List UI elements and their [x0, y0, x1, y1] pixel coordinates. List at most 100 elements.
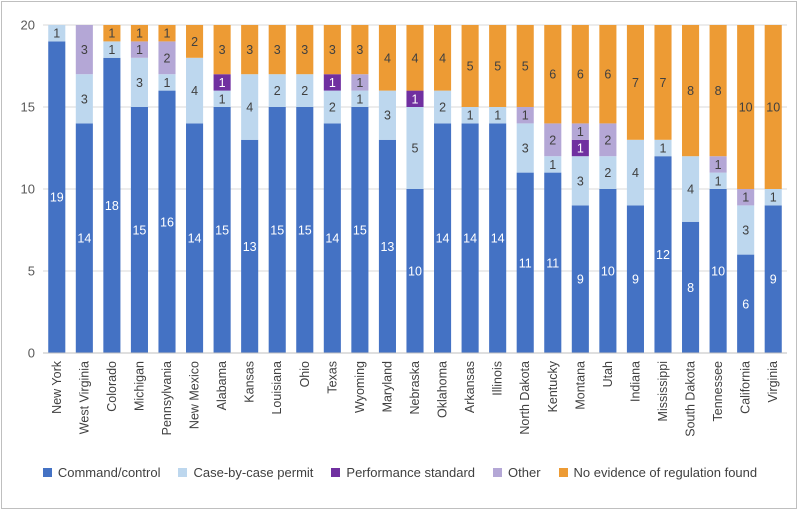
- data-label: 1: [715, 174, 722, 188]
- bar-segment: [489, 123, 507, 354]
- data-label: 3: [81, 92, 88, 106]
- bar-segment: [158, 25, 176, 42]
- x-tick-label: New Mexico: [188, 361, 202, 429]
- data-label: 4: [632, 166, 639, 180]
- legend-swatch: [331, 467, 341, 477]
- bar-segment: [544, 172, 562, 353]
- data-label: 1: [136, 27, 143, 41]
- data-label: 11: [519, 256, 532, 270]
- x-tick-label: Colorado: [105, 361, 119, 412]
- bar-segment: [378, 90, 396, 140]
- legend-swatch: [558, 467, 568, 477]
- legend-label: Performance standard: [346, 464, 476, 480]
- x-tick-label: West Virginia: [77, 361, 91, 434]
- data-label: 11: [546, 256, 559, 270]
- data-label: 3: [356, 43, 363, 57]
- x-tick-label: South Dakota: [684, 361, 698, 437]
- bar-segment: [186, 57, 204, 124]
- bar-segment: [461, 123, 479, 354]
- bar-segment: [406, 189, 424, 353]
- y-tick-label: 0: [28, 346, 35, 361]
- bar-segment: [130, 25, 148, 42]
- bar-segment: [103, 57, 121, 354]
- data-label: 1: [577, 125, 584, 139]
- bar-segment: [296, 25, 314, 75]
- bar-segment: [571, 139, 589, 157]
- legend-item-no-evidence: No evidence of regulation found: [558, 465, 757, 480]
- bar-segment: [268, 74, 286, 107]
- data-label: 15: [298, 224, 312, 238]
- x-tick-label: Indiana: [628, 361, 642, 402]
- data-label: 10: [739, 101, 753, 115]
- legend: Command/control Case-by-case permit Perf…: [0, 462, 800, 482]
- bar-segment: [323, 25, 341, 75]
- bar-segment: [351, 90, 369, 107]
- bar-segment: [626, 139, 644, 206]
- bar-segment: [268, 107, 286, 353]
- data-label: 3: [384, 109, 391, 123]
- bar-segment: [626, 25, 644, 140]
- bar-segment: [75, 123, 93, 354]
- data-label: 1: [660, 142, 667, 156]
- data-label: 3: [246, 43, 253, 57]
- data-label: 1: [356, 92, 363, 106]
- y-tick-label: 5: [28, 264, 35, 279]
- x-tick-label: New York: [50, 360, 64, 414]
- bar-segment: [544, 123, 562, 157]
- data-label: 2: [604, 133, 611, 147]
- bar-segment: [323, 74, 341, 91]
- data-label: 16: [160, 215, 174, 229]
- bar-segment: [599, 156, 617, 189]
- bar-segment: [323, 90, 341, 124]
- data-label: 8: [687, 281, 694, 295]
- x-tick-label: Kansas: [243, 361, 257, 403]
- data-label: 1: [219, 92, 226, 106]
- data-label: 6: [742, 297, 749, 311]
- x-tick-label: Maryland: [380, 361, 394, 412]
- bar-segment: [296, 74, 314, 107]
- x-tick-label: Michigan: [132, 361, 146, 411]
- data-label: 1: [715, 158, 722, 172]
- data-label: 1: [164, 27, 171, 41]
- y-tick-label: 15: [21, 100, 35, 115]
- data-label: 2: [301, 84, 308, 98]
- bar-segment: [709, 156, 727, 173]
- data-label: 14: [188, 232, 202, 246]
- x-tick-label: Ohio: [298, 361, 312, 387]
- data-label: 3: [577, 174, 584, 188]
- bar-segment: [378, 25, 396, 91]
- bar-segment: [599, 189, 617, 353]
- data-label: 1: [219, 76, 226, 90]
- data-label: 3: [301, 43, 308, 57]
- bar-segment: [241, 139, 259, 353]
- x-tick-label: Arkansas: [463, 361, 477, 413]
- data-label: 13: [380, 240, 394, 254]
- bar-segment: [461, 25, 479, 107]
- bar-segment: [323, 123, 341, 354]
- data-label: 2: [439, 101, 446, 115]
- data-label: 8: [687, 84, 694, 98]
- bar-segment: [682, 25, 700, 157]
- data-label: 8: [715, 84, 722, 98]
- data-label: 10: [766, 101, 780, 115]
- data-label: 10: [711, 265, 725, 279]
- bar-segment: [516, 25, 534, 107]
- data-label: 3: [81, 43, 88, 57]
- data-label: 1: [412, 92, 419, 106]
- bar-segment: [213, 107, 231, 353]
- bar-segment: [186, 123, 204, 354]
- bar-segment: [764, 25, 782, 189]
- bar-segment: [213, 25, 231, 75]
- bar-segment: [158, 90, 176, 353]
- data-label: 3: [522, 142, 529, 156]
- data-label: 1: [770, 191, 777, 205]
- bar-segment: [709, 25, 727, 157]
- bar-segment: [213, 74, 231, 91]
- x-tick-label: Wyoming: [353, 361, 367, 413]
- x-tick-label: Oklahoma: [436, 361, 450, 418]
- x-tick-label: Texas: [325, 361, 339, 394]
- data-label: 4: [191, 84, 198, 98]
- bar-segment: [241, 74, 259, 140]
- bar-segment: [103, 25, 121, 42]
